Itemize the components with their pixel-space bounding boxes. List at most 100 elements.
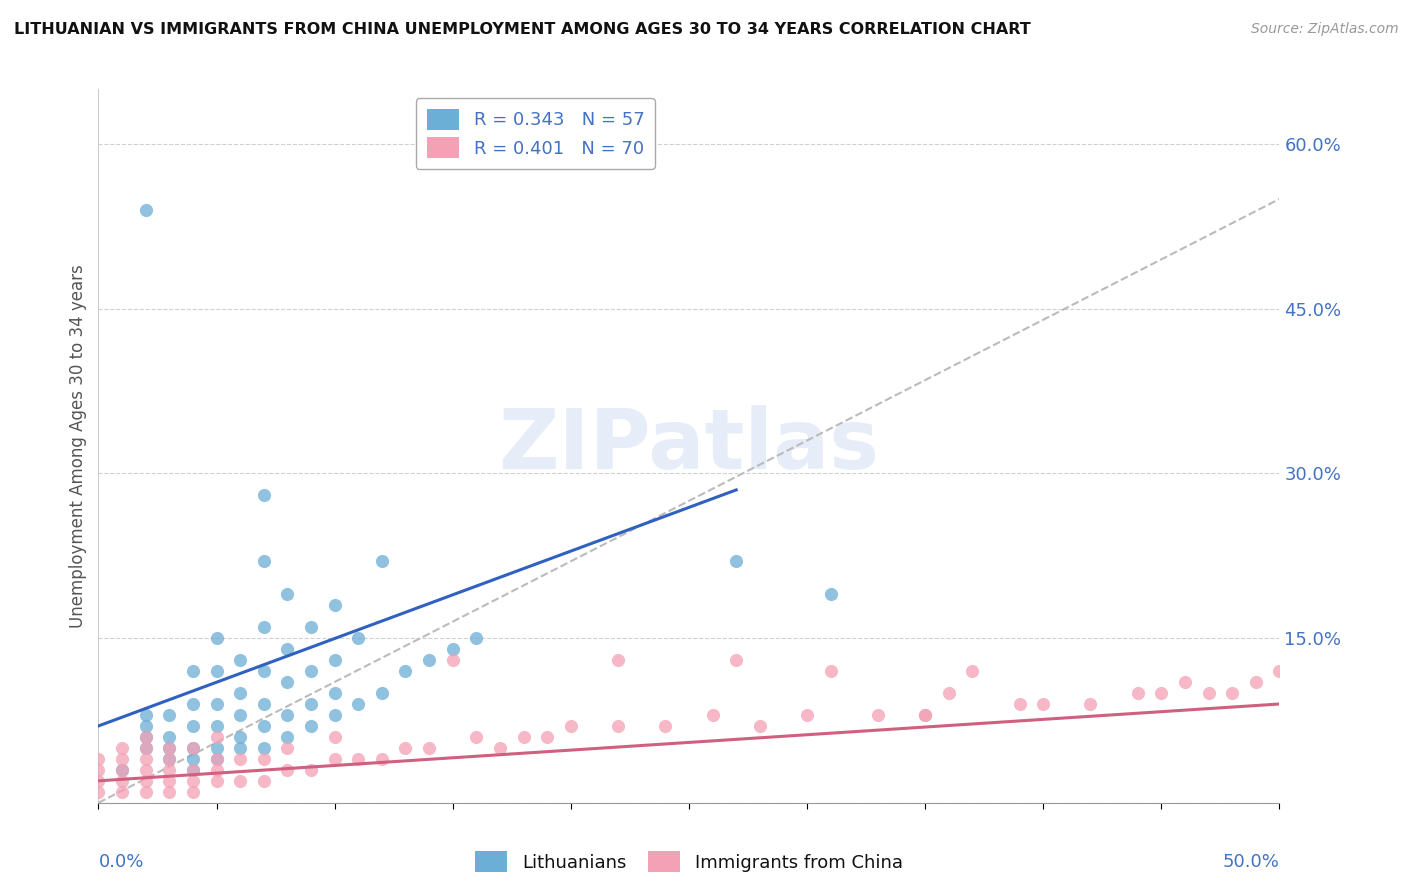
Point bbox=[560, 719, 582, 733]
Point bbox=[465, 730, 488, 744]
Point bbox=[181, 763, 204, 777]
Point bbox=[87, 752, 110, 766]
Point bbox=[323, 708, 346, 723]
Point bbox=[135, 763, 157, 777]
Point bbox=[205, 752, 228, 766]
Point bbox=[111, 773, 134, 788]
Point bbox=[938, 686, 960, 700]
Point bbox=[253, 554, 276, 568]
Point bbox=[371, 554, 394, 568]
Point bbox=[229, 730, 252, 744]
Point bbox=[465, 631, 488, 645]
Point bbox=[820, 664, 842, 678]
Point bbox=[1198, 686, 1220, 700]
Point bbox=[1150, 686, 1173, 700]
Y-axis label: Unemployment Among Ages 30 to 34 years: Unemployment Among Ages 30 to 34 years bbox=[69, 264, 87, 628]
Point bbox=[157, 785, 180, 799]
Text: LITHUANIAN VS IMMIGRANTS FROM CHINA UNEMPLOYMENT AMONG AGES 30 TO 34 YEARS CORRE: LITHUANIAN VS IMMIGRANTS FROM CHINA UNEM… bbox=[14, 22, 1031, 37]
Point bbox=[1008, 697, 1031, 711]
Point bbox=[205, 697, 228, 711]
Point bbox=[181, 664, 204, 678]
Point bbox=[229, 740, 252, 755]
Point bbox=[347, 631, 370, 645]
Point bbox=[157, 763, 180, 777]
Point bbox=[607, 653, 630, 667]
Point bbox=[253, 752, 276, 766]
Point bbox=[229, 773, 252, 788]
Point bbox=[87, 763, 110, 777]
Point bbox=[323, 730, 346, 744]
Point bbox=[205, 631, 228, 645]
Point bbox=[820, 587, 842, 601]
Point bbox=[135, 752, 157, 766]
Point bbox=[299, 620, 322, 634]
Text: Source: ZipAtlas.com: Source: ZipAtlas.com bbox=[1251, 22, 1399, 37]
Point bbox=[1268, 664, 1291, 678]
Point bbox=[1080, 697, 1102, 711]
Point bbox=[866, 708, 889, 723]
Point bbox=[914, 708, 936, 723]
Point bbox=[725, 554, 748, 568]
Point bbox=[181, 763, 204, 777]
Point bbox=[181, 752, 204, 766]
Point bbox=[394, 740, 416, 755]
Point bbox=[489, 740, 512, 755]
Point bbox=[181, 773, 204, 788]
Point bbox=[111, 763, 134, 777]
Point bbox=[725, 653, 748, 667]
Point bbox=[157, 752, 180, 766]
Point bbox=[1220, 686, 1243, 700]
Point bbox=[205, 773, 228, 788]
Point bbox=[135, 785, 157, 799]
Point bbox=[441, 642, 464, 657]
Point bbox=[276, 675, 298, 690]
Point bbox=[299, 697, 322, 711]
Point bbox=[276, 730, 298, 744]
Point bbox=[299, 719, 322, 733]
Point bbox=[914, 708, 936, 723]
Point bbox=[205, 719, 228, 733]
Point bbox=[205, 740, 228, 755]
Point bbox=[276, 642, 298, 657]
Point bbox=[536, 730, 558, 744]
Point bbox=[205, 664, 228, 678]
Point bbox=[181, 697, 204, 711]
Point bbox=[135, 740, 157, 755]
Point bbox=[299, 763, 322, 777]
Point bbox=[181, 740, 204, 755]
Point bbox=[347, 697, 370, 711]
Point bbox=[135, 202, 157, 217]
Point bbox=[253, 620, 276, 634]
Point bbox=[253, 697, 276, 711]
Point bbox=[135, 740, 157, 755]
Point bbox=[441, 653, 464, 667]
Point bbox=[418, 653, 440, 667]
Point bbox=[205, 730, 228, 744]
Point bbox=[181, 740, 204, 755]
Point bbox=[323, 598, 346, 612]
Point bbox=[276, 708, 298, 723]
Point bbox=[111, 740, 134, 755]
Legend: Lithuanians, Immigrants from China: Lithuanians, Immigrants from China bbox=[468, 844, 910, 880]
Point bbox=[111, 763, 134, 777]
Point bbox=[323, 752, 346, 766]
Point bbox=[205, 752, 228, 766]
Point bbox=[229, 653, 252, 667]
Point bbox=[323, 653, 346, 667]
Text: ZIPatlas: ZIPatlas bbox=[499, 406, 879, 486]
Point bbox=[607, 719, 630, 733]
Text: 0.0%: 0.0% bbox=[98, 853, 143, 871]
Point bbox=[229, 686, 252, 700]
Point bbox=[229, 708, 252, 723]
Point bbox=[796, 708, 818, 723]
Point bbox=[157, 730, 180, 744]
Point bbox=[87, 773, 110, 788]
Point bbox=[299, 664, 322, 678]
Point bbox=[276, 587, 298, 601]
Point bbox=[157, 752, 180, 766]
Point bbox=[1032, 697, 1054, 711]
Point bbox=[253, 773, 276, 788]
Point bbox=[135, 708, 157, 723]
Point bbox=[371, 752, 394, 766]
Point bbox=[157, 740, 180, 755]
